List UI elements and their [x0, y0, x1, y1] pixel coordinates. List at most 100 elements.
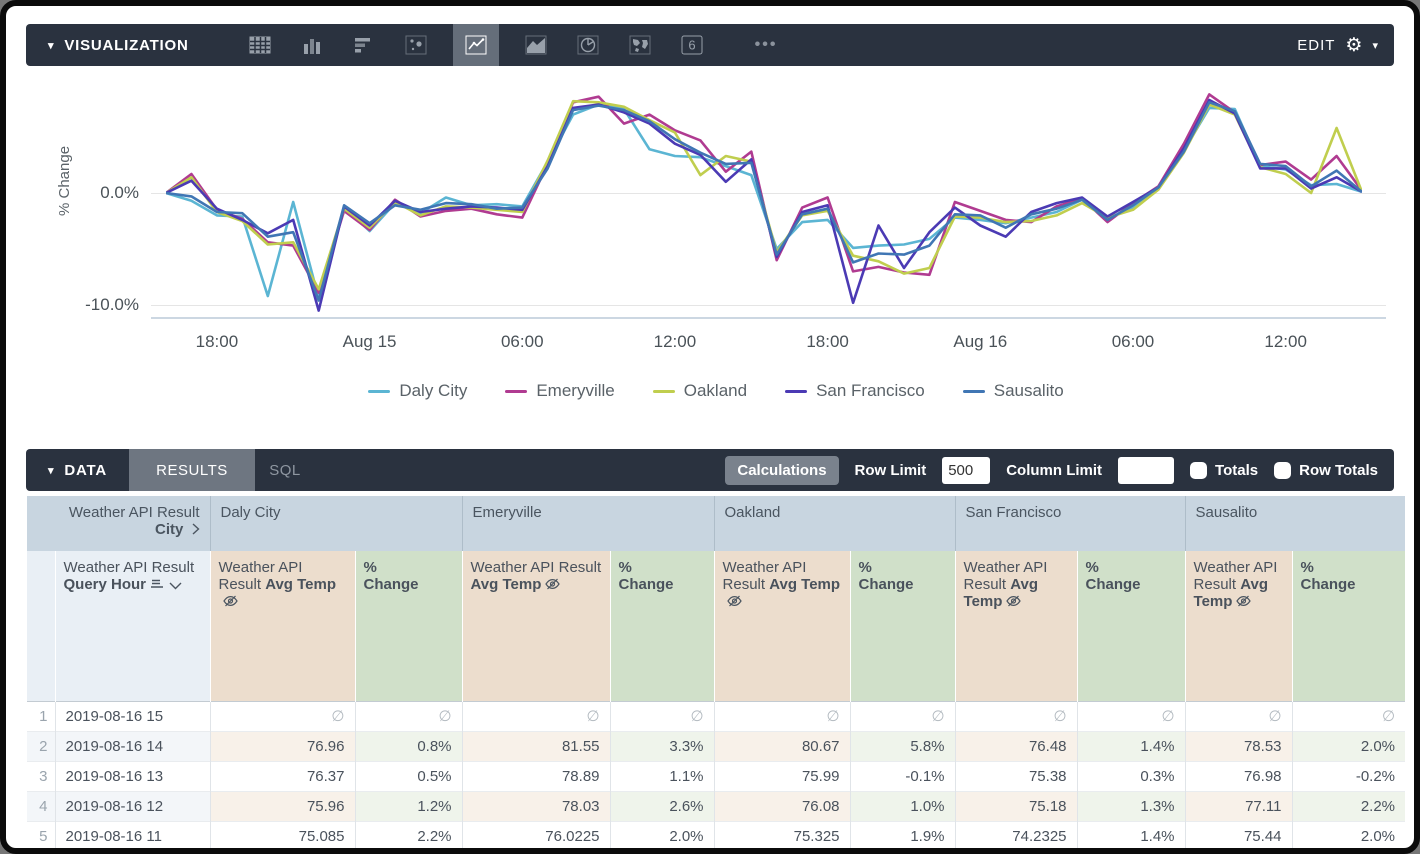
- pct-change-cell[interactable]: 1.4%: [1076, 820, 1186, 848]
- avg-temp-cell[interactable]: 75.325: [713, 820, 851, 848]
- avg-temp-cell[interactable]: 75.085: [209, 820, 355, 848]
- avg-temp-cell[interactable]: 75.44: [1184, 820, 1293, 848]
- pct-change-cell[interactable]: 0.8%: [354, 730, 463, 761]
- pct-change-column-header[interactable]: % Change: [354, 551, 463, 701]
- avg-temp-cell[interactable]: ∅: [713, 700, 851, 731]
- column-limit-input[interactable]: [1118, 456, 1175, 484]
- avg-temp-column-header[interactable]: Weather API Result Avg Temp: [1184, 551, 1293, 701]
- legend-item-san-francisco[interactable]: San Francisco: [785, 381, 925, 401]
- visualization-panel-toggle[interactable]: ▾ VISUALIZATION: [26, 37, 189, 54]
- line-chart-icon[interactable]: [452, 24, 499, 66]
- row-limit-input[interactable]: [942, 456, 991, 484]
- column-chart-icon[interactable]: [297, 24, 327, 66]
- pie-chart-icon[interactable]: [573, 24, 603, 66]
- query-hour-cell[interactable]: 2019-08-16 11: [54, 820, 210, 848]
- query-hour-cell[interactable]: 2019-08-16 14: [54, 730, 210, 761]
- pct-change-column-header[interactable]: % Change: [1076, 551, 1186, 701]
- table-icon[interactable]: [245, 24, 275, 66]
- avg-temp-cell[interactable]: 80.67: [713, 730, 851, 761]
- pct-change-cell[interactable]: 2.0%: [1291, 730, 1406, 761]
- pct-change-cell[interactable]: 0.5%: [354, 760, 463, 791]
- single-value-icon[interactable]: 6: [677, 24, 707, 66]
- totals-checkbox[interactable]: [1190, 461, 1208, 479]
- more-chart-types-icon[interactable]: •••: [754, 36, 778, 53]
- chart-plot[interactable]: [166, 66, 1362, 326]
- calculations-button[interactable]: Calculations: [725, 455, 839, 485]
- pct-change-cell[interactable]: 5.8%: [849, 730, 956, 761]
- pct-change-cell[interactable]: 2.0%: [609, 820, 715, 848]
- pct-change-cell[interactable]: ∅: [1076, 700, 1186, 731]
- query-hour-cell[interactable]: 2019-08-16 15: [54, 700, 210, 731]
- pct-change-column-header[interactable]: % Change: [849, 551, 956, 701]
- gear-icon[interactable]: ⚙: [1345, 34, 1363, 56]
- series-line-oakland[interactable]: [166, 99, 1362, 291]
- pct-change-cell[interactable]: 0.3%: [1076, 760, 1186, 791]
- pct-change-cell[interactable]: 1.1%: [609, 760, 715, 791]
- avg-temp-cell[interactable]: 74.2325: [954, 820, 1078, 848]
- avg-temp-column-header[interactable]: Weather API Result Avg Temp: [461, 551, 611, 701]
- pivot-value-header-oakland[interactable]: Oakland: [713, 496, 956, 551]
- series-line-sausalito[interactable]: [166, 100, 1362, 302]
- pivot-field-header[interactable]: Weather API Result City: [27, 496, 210, 551]
- legend-item-daly-city[interactable]: Daly City: [368, 381, 467, 401]
- pct-change-cell[interactable]: 1.4%: [1076, 730, 1186, 761]
- avg-temp-cell[interactable]: 78.53: [1184, 730, 1293, 761]
- legend-item-emeryville[interactable]: Emeryville: [505, 381, 615, 401]
- pct-change-column-header[interactable]: % Change: [609, 551, 715, 701]
- pivot-value-header-sausalito[interactable]: Sausalito: [1184, 496, 1406, 551]
- edit-button[interactable]: EDIT: [1297, 36, 1336, 54]
- pivot-value-header-emeryville[interactable]: Emeryville: [461, 496, 715, 551]
- avg-temp-cell[interactable]: 78.89: [461, 760, 611, 791]
- bar-chart-icon[interactable]: [349, 24, 379, 66]
- tab-results[interactable]: RESULTS: [128, 449, 255, 491]
- avg-temp-cell[interactable]: 77.11: [1184, 790, 1293, 821]
- pct-change-cell[interactable]: 3.3%: [609, 730, 715, 761]
- avg-temp-cell[interactable]: 78.03: [461, 790, 611, 821]
- avg-temp-cell[interactable]: 81.55: [461, 730, 611, 761]
- pct-change-cell[interactable]: 2.0%: [1291, 820, 1406, 848]
- row-totals-checkbox[interactable]: [1274, 461, 1292, 479]
- area-chart-icon[interactable]: [521, 24, 551, 66]
- avg-temp-cell[interactable]: 76.96: [209, 730, 355, 761]
- pct-change-cell[interactable]: ∅: [849, 700, 956, 731]
- pct-change-cell[interactable]: 1.9%: [849, 820, 956, 848]
- avg-temp-cell[interactable]: 76.98: [1184, 760, 1293, 791]
- avg-temp-cell[interactable]: ∅: [1184, 700, 1293, 731]
- pct-change-cell[interactable]: ∅: [609, 700, 715, 731]
- legend-item-oakland[interactable]: Oakland: [652, 381, 747, 401]
- pct-change-cell[interactable]: 1.3%: [1076, 790, 1186, 821]
- avg-temp-cell[interactable]: ∅: [461, 700, 611, 731]
- pct-change-cell[interactable]: -0.2%: [1291, 760, 1406, 791]
- query-hour-cell[interactable]: 2019-08-16 13: [54, 760, 210, 791]
- avg-temp-cell[interactable]: 76.37: [209, 760, 355, 791]
- avg-temp-cell[interactable]: ∅: [209, 700, 355, 731]
- pct-change-cell[interactable]: ∅: [354, 700, 463, 731]
- pct-change-cell[interactable]: ∅: [1291, 700, 1406, 731]
- pct-change-cell[interactable]: 1.0%: [849, 790, 956, 821]
- avg-temp-cell[interactable]: 75.96: [209, 790, 355, 821]
- legend-item-sausalito[interactable]: Sausalito: [962, 381, 1064, 401]
- query-hour-cell[interactable]: 2019-08-16 12: [54, 790, 210, 821]
- pivot-value-header-san-francisco[interactable]: San Francisco: [954, 496, 1186, 551]
- avg-temp-cell[interactable]: 76.08: [713, 790, 851, 821]
- pct-change-cell[interactable]: 2.2%: [1291, 790, 1406, 821]
- pct-change-column-header[interactable]: % Change: [1291, 551, 1406, 701]
- pct-change-cell[interactable]: 1.2%: [354, 790, 463, 821]
- pivot-value-header-daly-city[interactable]: Daly City: [209, 496, 463, 551]
- scatter-chart-icon[interactable]: [401, 24, 431, 66]
- pct-change-cell[interactable]: -0.1%: [849, 760, 956, 791]
- tab-sql[interactable]: SQL: [269, 461, 301, 479]
- avg-temp-cell[interactable]: 76.0225: [461, 820, 611, 848]
- avg-temp-column-header[interactable]: Weather API Result Avg Temp: [713, 551, 851, 701]
- avg-temp-cell[interactable]: 76.48: [954, 730, 1078, 761]
- query-hour-column-header[interactable]: Weather API Result Query Hour: [54, 551, 210, 701]
- data-panel-toggle[interactable]: ▾ DATA: [26, 462, 107, 479]
- map-icon[interactable]: [625, 24, 655, 66]
- avg-temp-cell[interactable]: 75.18: [954, 790, 1078, 821]
- avg-temp-cell[interactable]: ∅: [954, 700, 1078, 731]
- avg-temp-cell[interactable]: 75.99: [713, 760, 851, 791]
- avg-temp-column-header[interactable]: Weather API Result Avg Temp: [954, 551, 1078, 701]
- pct-change-cell[interactable]: 2.2%: [354, 820, 463, 848]
- avg-temp-cell[interactable]: 75.38: [954, 760, 1078, 791]
- series-line-emeryville[interactable]: [166, 93, 1362, 294]
